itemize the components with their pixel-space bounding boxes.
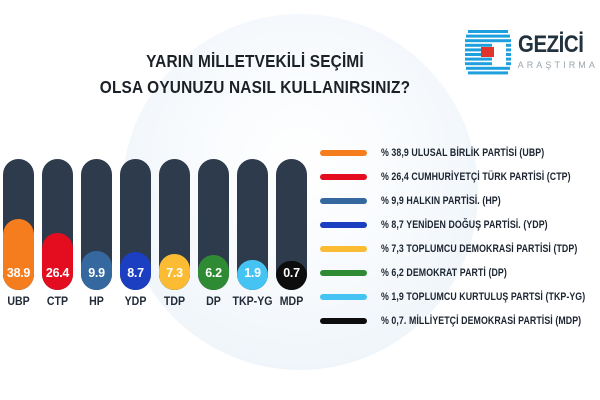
legend-label: % 0,7. MİLLİYETÇİ DEMOKRASİ PARTİSİ (MDP… xyxy=(381,315,582,327)
bar-category-label: DP xyxy=(206,296,221,308)
legend-swatch xyxy=(320,269,367,277)
legend-swatch xyxy=(320,221,367,229)
bar-column-ctp: 26.4 CTP xyxy=(42,159,73,308)
legend-swatch xyxy=(320,293,367,301)
legend-swatch xyxy=(320,197,367,205)
legend-row-hp: % 9,9 HALKIN PARTİSİ. (HP) xyxy=(320,189,600,213)
bar-column-tkp-yg: 1.9 TKP-YG xyxy=(233,159,272,308)
gezici-g-icon xyxy=(464,30,511,75)
bar-fill: 6.2 xyxy=(198,255,229,290)
bar-value-label: 7.3 xyxy=(166,266,183,280)
bar-track: 7.3 xyxy=(159,159,190,290)
bar-column-hp: 9.9 HP xyxy=(81,159,112,308)
logo-subtitle: ARAŞTIRMA xyxy=(517,60,598,70)
page-title: YARIN MİLLETVEKİLİ SEÇİMİ OLSA OYUNUZU N… xyxy=(60,48,450,100)
bar-fill: 1.9 xyxy=(237,260,268,290)
bar-track: 1.9 xyxy=(237,159,268,290)
title-line-2: OLSA OYUNUZU NASIL KULLANIRSINIZ? xyxy=(99,77,411,97)
bar-fill: 38.9 xyxy=(3,219,34,290)
title-line-1: YARIN MİLLETVEKİLİ SEÇİMİ xyxy=(146,51,364,71)
gezici-logo: GEZİCİ ARAŞTIRMA xyxy=(464,30,598,76)
bar-fill: 8.7 xyxy=(120,252,151,290)
legend-swatch xyxy=(320,245,367,253)
legend-label: % 9,9 HALKIN PARTİSİ. (HP) xyxy=(381,195,501,207)
bar-track: 9.9 xyxy=(81,159,112,290)
bar-category-label: TDP xyxy=(163,296,186,308)
bar-category-label: YDP xyxy=(124,296,147,308)
legend-label: % 26,4 CUMHURİYETÇİ TÜRK PARTİSİ (CTP) xyxy=(381,171,571,183)
bar-fill: 0.7 xyxy=(276,261,307,290)
bar-track: 6.2 xyxy=(198,159,229,290)
legend-label: % 8,7 YENİDEN DOĞUŞ PARTİSİ. (YDP) xyxy=(381,219,548,231)
bar-column-ubp: 38.9 UBP xyxy=(3,159,34,308)
bar-fill: 9.9 xyxy=(81,251,112,290)
bar-category-label: UBP xyxy=(7,296,30,308)
bar-chart: 38.9 UBP 26.4 CTP 9.9 HP 8 xyxy=(3,159,307,308)
bar-track: 0.7 xyxy=(276,159,307,290)
bar-column-tdp: 7.3 TDP xyxy=(159,159,190,308)
legend-label: % 6,2 DEMOKRAT PARTİ (DP) xyxy=(381,267,507,279)
legend-row-ydp: % 8,7 YENİDEN DOĞUŞ PARTİSİ. (YDP) xyxy=(320,213,600,237)
legend-row-dp: % 6,2 DEMOKRAT PARTİ (DP) xyxy=(320,261,600,285)
legend-row-ubp: % 38,9 ULUSAL BİRLİK PARTİSİ (UBP) xyxy=(320,141,600,165)
bar-track: 8.7 xyxy=(120,159,151,290)
logo-name: GEZİCİ xyxy=(517,31,584,58)
legend-label: % 1,9 TOPLUMCU KURTULUŞ PARTSİ (TKP-YG) xyxy=(381,291,586,303)
legend-row-tdp: % 7,3 TOPLUMCU DEMOKRASİ PARTİSİ (TDP) xyxy=(320,237,600,261)
bar-value-label: 1.9 xyxy=(244,266,261,280)
legend-swatch xyxy=(320,173,367,181)
legend-label: % 7,3 TOPLUMCU DEMOKRASİ PARTİSİ (TDP) xyxy=(381,243,578,255)
bar-value-label: 9.9 xyxy=(88,266,105,280)
bar-category-label: HP xyxy=(89,296,104,308)
legend-row-mdp: % 0,7. MİLLİYETÇİ DEMOKRASİ PARTİSİ (MDP… xyxy=(320,309,600,333)
bar-value-label: 8.7 xyxy=(127,266,144,280)
legend-row-ctp: % 26,4 CUMHURİYETÇİ TÜRK PARTİSİ (CTP) xyxy=(320,165,600,189)
bar-value-label: 6.2 xyxy=(205,266,222,280)
bar-category-label: MDP xyxy=(279,296,304,308)
logo-text: GEZİCİ ARAŞTIRMA xyxy=(517,30,598,71)
legend-swatch xyxy=(320,149,367,157)
bar-fill: 7.3 xyxy=(159,254,190,290)
bar-category-label: CTP xyxy=(46,296,69,308)
bar-column-dp: 6.2 DP xyxy=(198,159,229,308)
bar-value-label: 26.4 xyxy=(45,266,70,280)
legend-row-tkp-yg: % 1,9 TOPLUMCU KURTULUŞ PARTSİ (TKP-YG) xyxy=(320,285,600,309)
bar-fill: 26.4 xyxy=(42,233,73,290)
bar-value-label: 0.7 xyxy=(283,266,300,280)
chart-legend: % 38,9 ULUSAL BİRLİK PARTİSİ (UBP) % 26,… xyxy=(320,141,600,333)
bar-column-ydp: 8.7 YDP xyxy=(120,159,151,308)
legend-swatch xyxy=(320,317,367,325)
bar-column-mdp: 0.7 MDP xyxy=(276,159,307,308)
bar-track: 38.9 xyxy=(3,159,34,290)
bar-value-label: 38.9 xyxy=(6,266,31,280)
bar-track: 26.4 xyxy=(42,159,73,290)
legend-label: % 38,9 ULUSAL BİRLİK PARTİSİ (UBP) xyxy=(381,147,545,159)
bar-category-label: TKP-YG xyxy=(232,296,273,308)
